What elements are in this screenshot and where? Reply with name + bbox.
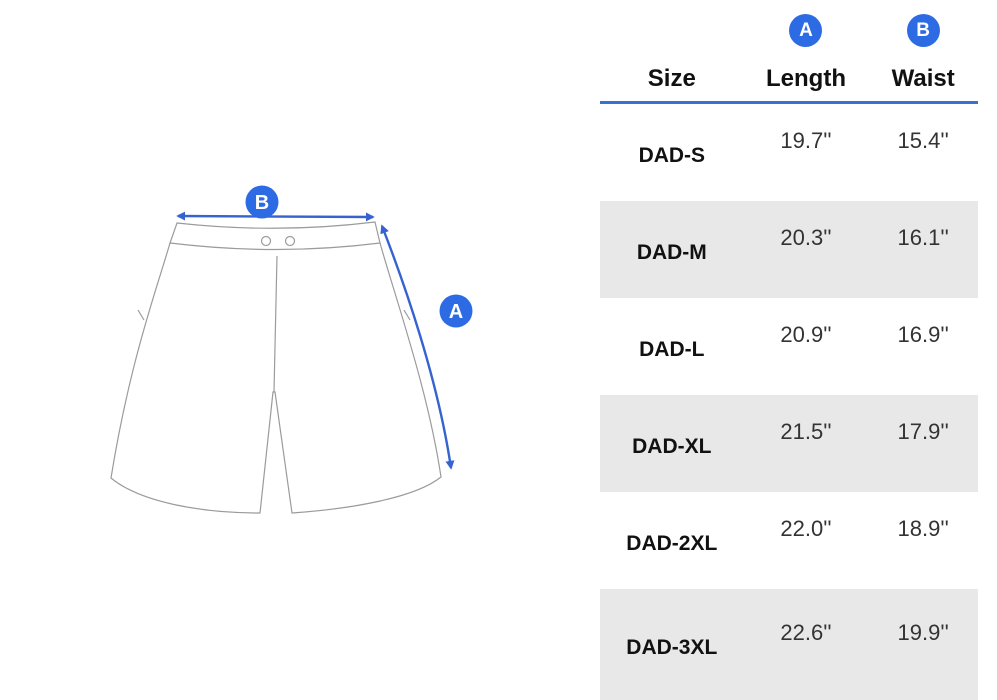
length-marker-letter: A bbox=[449, 301, 463, 323]
waist-marker-letter: B bbox=[255, 192, 269, 214]
length-measure-arrow bbox=[380, 224, 455, 470]
length-cell: 22.6'' bbox=[780, 619, 832, 645]
size-badge-spacer bbox=[600, 0, 744, 56]
size-table-header: A B Size Length Waist bbox=[600, 0, 978, 104]
waist-cell: 18.9'' bbox=[897, 515, 949, 541]
pocket-tick-left bbox=[137, 309, 145, 321]
size-cell: DAD-S bbox=[638, 143, 706, 167]
button-right bbox=[284, 235, 296, 247]
length-column-badge: A bbox=[789, 14, 823, 47]
waist-cell: 19.9'' bbox=[897, 619, 949, 645]
length-cell: 21.5'' bbox=[780, 418, 832, 444]
length-cell: 20.3'' bbox=[780, 224, 832, 250]
table-row-dad-2xl: DAD-2XL 22.0'' 18.9'' bbox=[600, 492, 978, 589]
waist-column-badge: B bbox=[906, 14, 940, 47]
pocket-tick-right bbox=[403, 309, 411, 321]
length-cell: 19.7'' bbox=[780, 127, 832, 153]
length-cell: 20.9'' bbox=[780, 321, 832, 347]
size-cell: DAD-XL bbox=[632, 434, 712, 458]
table-row-dad-l: DAD-L 20.9'' 16.9'' bbox=[600, 298, 978, 395]
shorts-diagram-svg: B A bbox=[110, 185, 473, 514]
size-cell: DAD-M bbox=[636, 240, 707, 264]
shorts-measurement-diagram: B A bbox=[110, 185, 473, 514]
table-row-dad-3xl: DAD-3XL 22.6'' 19.9'' bbox=[600, 589, 978, 700]
waist-cell: 15.4'' bbox=[897, 127, 949, 153]
waist-cell: 16.1'' bbox=[897, 224, 949, 250]
waist-column-header: Waist bbox=[891, 64, 955, 92]
waist-measure-arrow bbox=[176, 211, 375, 222]
waist-cell: 17.9'' bbox=[897, 418, 949, 444]
table-row-dad-xl: DAD-XL 21.5'' 17.9'' bbox=[600, 395, 978, 492]
size-table: A B Size Length Waist DAD-S 19.7'' 15.4'… bbox=[600, 0, 978, 700]
button-left bbox=[260, 235, 272, 247]
shorts-outline bbox=[110, 221, 442, 514]
size-cell: DAD-2XL bbox=[626, 531, 718, 555]
table-row-dad-m: DAD-M 20.3'' 16.1'' bbox=[600, 201, 978, 298]
size-cell: DAD-3XL bbox=[626, 635, 718, 659]
table-row-dad-s: DAD-S 19.7'' 15.4'' bbox=[600, 104, 978, 201]
waist-marker-badge: B bbox=[245, 185, 279, 219]
length-marker-badge: A bbox=[439, 294, 473, 328]
waistband-outline bbox=[169, 221, 381, 251]
length-column-header: Length bbox=[766, 64, 846, 92]
size-column-header: Size bbox=[647, 64, 696, 92]
waist-cell: 16.9'' bbox=[897, 321, 949, 347]
size-cell: DAD-L bbox=[639, 337, 705, 361]
size-table-body: DAD-S 19.7'' 15.4'' DAD-M 20.3'' 16.1'' … bbox=[600, 104, 978, 700]
fly-seam-line bbox=[273, 255, 278, 393]
length-cell: 22.0'' bbox=[780, 515, 832, 541]
